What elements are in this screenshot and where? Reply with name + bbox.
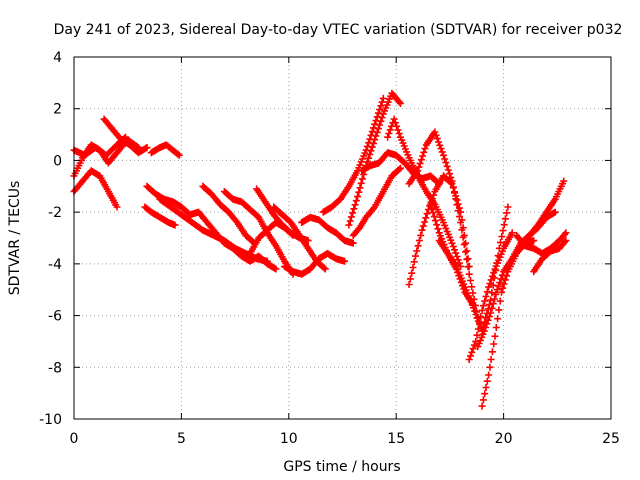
series-arc-8 (156, 195, 271, 265)
series-arc-30 (517, 208, 559, 252)
x-tick-label: 5 (177, 431, 186, 447)
y-tick-label: 4 (53, 50, 62, 66)
series-arc-10 (220, 188, 297, 278)
series-arc-7 (147, 141, 183, 159)
series-arc-5 (141, 203, 179, 229)
y-tick-label: -4 (48, 257, 62, 273)
x-tick-label: 25 (602, 431, 620, 447)
data-points (70, 89, 570, 410)
series-arc-25 (465, 229, 516, 363)
x-tick-label: 10 (280, 431, 298, 447)
series-arc-4 (100, 115, 151, 157)
series-arc-14 (281, 250, 349, 278)
x-tick-label: 0 (70, 431, 79, 447)
series-arc-13 (270, 203, 329, 273)
y-tick-label: 0 (53, 153, 62, 169)
series-arc-22 (405, 172, 473, 288)
y-axis-label: SDTVAR / TECUs (7, 181, 23, 296)
y-tick-label: -8 (48, 360, 62, 376)
series-arc-20 (384, 115, 465, 270)
series-arc-9 (199, 182, 258, 247)
y-axis-ticks: -10 -8 -6 -4 -2 0 2 4 (39, 50, 611, 428)
x-tick-label: 20 (495, 431, 513, 447)
y-tick-label: 2 (53, 102, 62, 118)
x-axis-ticks: 0 5 10 15 20 25 (70, 57, 620, 447)
series-arc-15 (298, 213, 357, 247)
series-arc-18 (349, 164, 404, 239)
x-axis-label: GPS time / hours (283, 459, 400, 475)
series-arc-27 (474, 177, 568, 351)
series-arc-29 (530, 237, 570, 276)
x-tick-label: 15 (387, 431, 405, 447)
y-tick-label: -10 (39, 412, 62, 428)
y-tick-label: -6 (48, 309, 62, 325)
y-tick-label: -2 (48, 205, 62, 221)
chart-title: Day 241 of 2023, Sidereal Day-to-day VTE… (54, 22, 623, 38)
plot-frame (73, 56, 612, 420)
series-arc-24 (435, 203, 512, 335)
series-arc-16 (319, 94, 387, 216)
